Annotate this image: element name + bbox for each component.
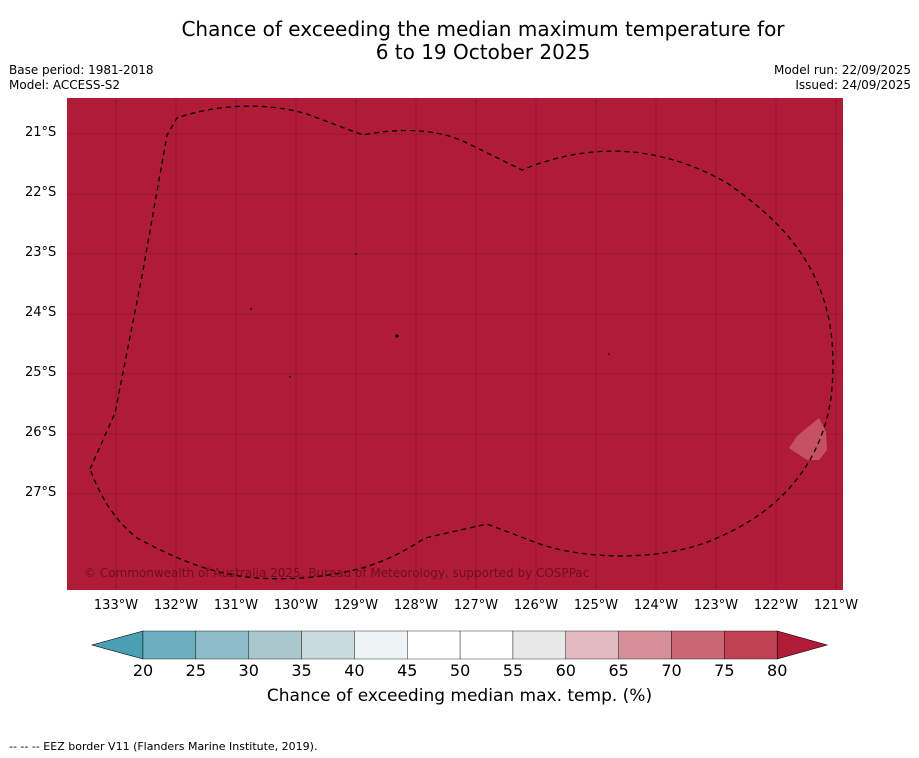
colorbar-segment [407, 630, 461, 660]
longitude-label: 132°W [153, 598, 199, 613]
meta-left: Base period: 1981-2018 Model: ACCESS-S2 [9, 63, 154, 93]
colorbar-tick-label: 80 [767, 661, 788, 680]
eez-border [89, 105, 834, 580]
colorbar-tick-label: 50 [449, 661, 471, 680]
latitude-label: 25°S [25, 365, 57, 380]
colorbar-tick-label: 70 [661, 661, 682, 680]
issued-date: Issued: 24/09/2025 [795, 78, 911, 92]
title-line-1: Chance of exceeding the median maximum t… [181, 17, 785, 41]
latitude-label: 23°S [25, 245, 57, 260]
colorbar-tick-label: 25 [185, 661, 207, 680]
longitude-label: 133°W [93, 598, 139, 613]
map-credit: © Commonwealth of Australia 2025, Bureau… [84, 566, 590, 580]
probability-fill [67, 98, 843, 590]
colorbar-segment [195, 630, 249, 660]
longitude-label: 122°W [753, 598, 799, 613]
colorbar-segment [301, 630, 355, 660]
colorbar-segment [354, 630, 408, 660]
latitude-label: 22°S [25, 185, 57, 200]
colorbar-tick-label: 35 [291, 661, 312, 680]
longitude-label: 126°W [513, 598, 559, 613]
colorbar-segment [565, 630, 619, 660]
longitude-label: 128°W [393, 598, 439, 613]
colorbar-label: Chance of exceeding median max. temp. (%… [266, 686, 653, 706]
longitude-label: 127°W [453, 598, 499, 613]
colorbar [90, 630, 829, 660]
latitude-label: 21°S [25, 125, 57, 140]
colorbar-segment [248, 630, 302, 660]
meta-right: Model run: 22/09/2025 Issued: 24/09/2025 [774, 63, 911, 93]
graticule [67, 98, 843, 590]
longitude-label: 125°W [573, 598, 619, 613]
colorbar-tick-label: 55 [502, 661, 524, 680]
colorbar-extend-low [90, 630, 144, 660]
eez-footnote: -- -- -- EEZ border V11 (Flanders Marine… [9, 740, 318, 753]
longitude-label: 131°W [213, 598, 259, 613]
longitude-label: 124°W [633, 598, 679, 613]
probability-patch [789, 418, 827, 460]
colorbar-segment [512, 630, 567, 660]
colorbar-tick-label: 30 [238, 661, 259, 680]
latitude-label: 24°S [25, 305, 57, 320]
longitude-label: 121°W [813, 598, 859, 613]
title-line-2: 6 to 19 October 2025 [375, 40, 591, 64]
latitude-label: 27°S [25, 485, 57, 500]
longitude-label: 129°W [333, 598, 379, 613]
latitude-label: 26°S [25, 425, 57, 440]
colorbar-tick-label: 40 [344, 661, 365, 680]
model-name: Model: ACCESS-S2 [9, 78, 121, 92]
colorbar-segment [618, 630, 672, 660]
base-period: Base period: 1981-2018 [9, 63, 154, 77]
colorbar-tick-label: 60 [555, 661, 576, 680]
colorbar-tick-label: 75 [714, 661, 735, 680]
colorbar-segment [671, 630, 725, 660]
colorbar-segment [459, 630, 514, 660]
map-panel[interactable] [67, 98, 843, 590]
colorbar-segment [724, 630, 778, 660]
colorbar-extend-high [776, 630, 829, 660]
model-run: Model run: 22/09/2025 [773, 63, 911, 77]
colorbar-tick-label: 20 [132, 661, 154, 680]
colorbar-segment [142, 630, 197, 660]
islands [250, 253, 610, 378]
map-title: Chance of exceeding the median maximum t… [0, 18, 919, 64]
longitude-label: 130°W [273, 598, 319, 613]
longitude-label: 123°W [693, 598, 739, 613]
colorbar-tick-label: 65 [608, 661, 629, 680]
colorbar-tick-label: 45 [397, 661, 418, 680]
